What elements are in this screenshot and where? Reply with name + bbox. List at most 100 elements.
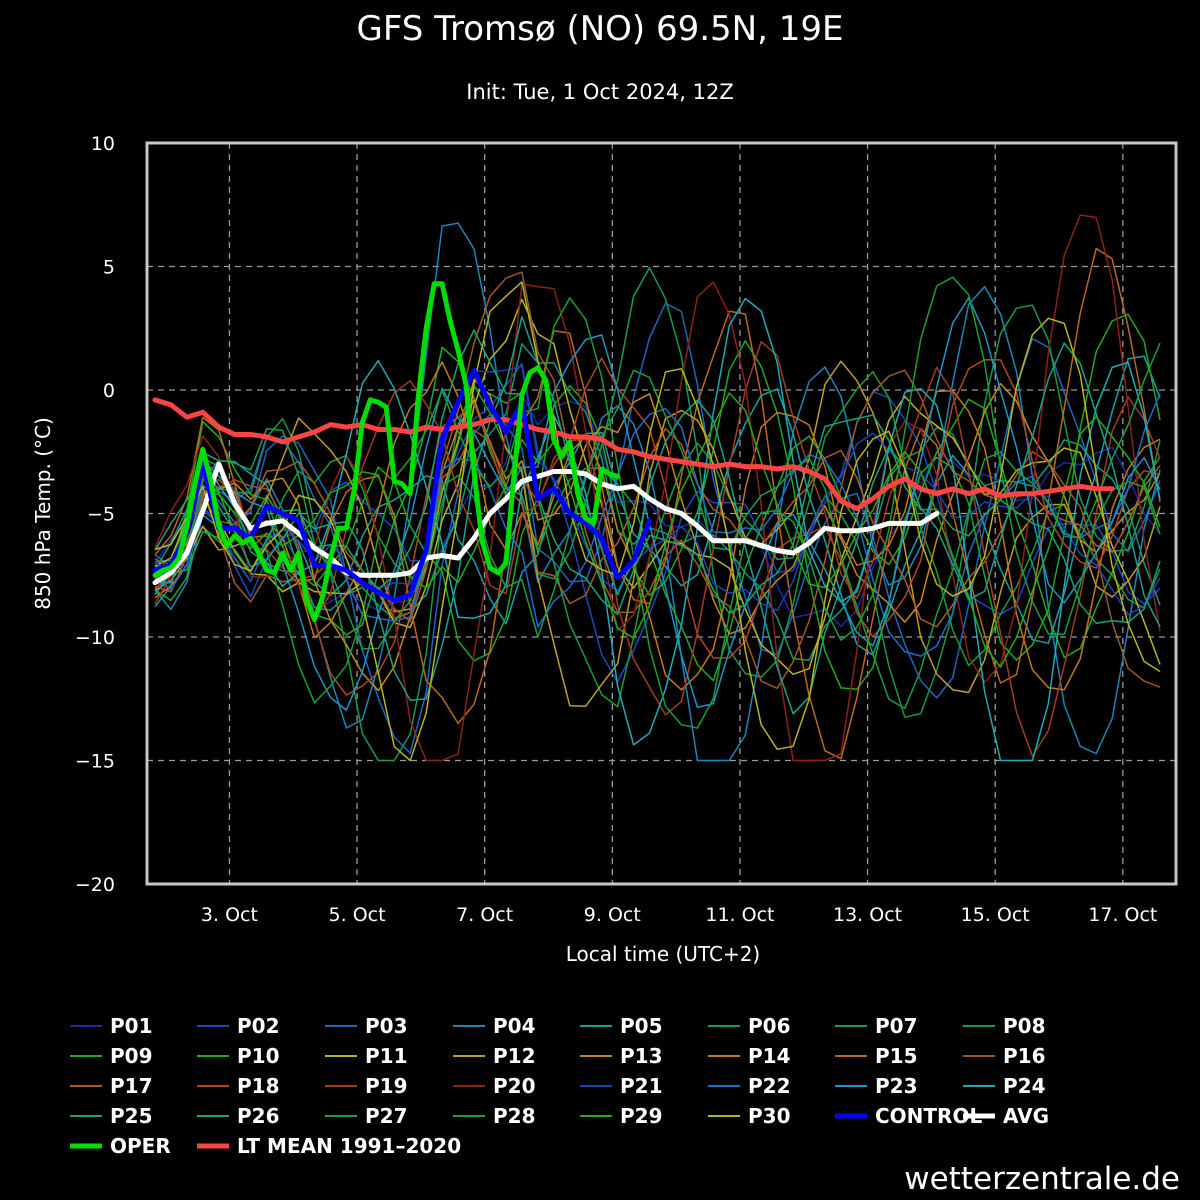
- legend-item: P20: [453, 1074, 536, 1098]
- legend-item: P26: [197, 1104, 280, 1128]
- legend-item: P22: [708, 1074, 791, 1098]
- series-line-control: [152, 367, 652, 603]
- plot-grid: [147, 143, 1176, 884]
- legend-item: P15: [835, 1044, 918, 1068]
- legend-item: P21: [580, 1074, 663, 1098]
- series-line-p12: [154, 360, 1161, 708]
- legend-item: P09: [70, 1044, 153, 1068]
- series-line-p01: [154, 393, 1161, 628]
- legend-label: P22: [748, 1074, 791, 1098]
- chart-subtitle: Init: Tue, 1 Oct 2024, 12Z: [466, 80, 733, 104]
- legend-label: P23: [875, 1074, 918, 1098]
- legend-item: P17: [70, 1074, 153, 1098]
- legend-item: P19: [325, 1074, 408, 1098]
- x-tick-label: 15. Oct: [961, 904, 1030, 926]
- legend-label: P02: [237, 1014, 280, 1038]
- legend-label: LT MEAN 1991–2020: [237, 1134, 461, 1158]
- x-tick-label: 13. Oct: [833, 904, 902, 926]
- legend-label: P24: [1003, 1074, 1046, 1098]
- y-tick-label: 0: [103, 380, 115, 402]
- legend-item: P29: [580, 1104, 663, 1128]
- series-line-p27: [154, 342, 1161, 710]
- legend-item: P07: [835, 1014, 918, 1038]
- legend-item: P25: [70, 1104, 153, 1128]
- legend-label: P27: [365, 1104, 408, 1128]
- y-tick-label: 5: [103, 257, 115, 279]
- series-line-p24: [154, 297, 1161, 762]
- legend-label: P13: [620, 1044, 663, 1068]
- legend-item: P05: [580, 1014, 663, 1038]
- legend-label: P29: [620, 1104, 663, 1128]
- legend-item: P04: [453, 1014, 536, 1038]
- ensemble-member-lines: [154, 214, 1161, 762]
- series-line-p14: [154, 361, 1161, 691]
- series-line-p30: [154, 281, 1161, 762]
- legend-label: P15: [875, 1044, 918, 1068]
- legend-label: P03: [365, 1014, 408, 1038]
- legend-item: P27: [325, 1104, 408, 1128]
- series-line-p23: [154, 297, 1161, 711]
- legend-label: AVG: [1003, 1104, 1049, 1128]
- legend-label: P28: [493, 1104, 536, 1128]
- legend-item: P02: [197, 1014, 280, 1038]
- legend-label: P14: [748, 1044, 791, 1068]
- legend-label: P18: [237, 1074, 280, 1098]
- legend-label: P01: [110, 1014, 153, 1038]
- legend-label: OPER: [110, 1134, 171, 1158]
- legend-item: P14: [708, 1044, 791, 1068]
- footer-source: wetterzentrale.de: [904, 1161, 1180, 1197]
- x-tick-label: 3. Oct: [201, 904, 258, 926]
- series-line-p07: [154, 371, 1161, 708]
- legend-item: P03: [325, 1014, 408, 1038]
- legend-item: P11: [325, 1044, 408, 1068]
- legend-label: P30: [748, 1104, 791, 1128]
- legend-item: P28: [453, 1104, 536, 1128]
- legend-label: P12: [493, 1044, 536, 1068]
- legend-item: P12: [453, 1044, 536, 1068]
- series-line-p20: [154, 214, 1161, 762]
- legend-item: P10: [197, 1044, 280, 1068]
- y-tick-label: −5: [87, 504, 115, 526]
- legend-item: P01: [70, 1014, 153, 1038]
- series-line-avg: [152, 461, 940, 586]
- legend-label: P05: [620, 1014, 663, 1038]
- legend-label: P06: [748, 1014, 791, 1038]
- x-axis-label: Local time (UTC+2): [566, 942, 760, 966]
- legend-label: P04: [493, 1014, 536, 1038]
- x-axis-ticks: 3. Oct 5. Oct 7. Oct 9. Oct 11. Oct 13. Oct 15…: [201, 904, 1157, 926]
- legend-label: P21: [620, 1074, 663, 1098]
- legend-item: P24: [963, 1074, 1046, 1098]
- legend-item: OPER: [70, 1134, 171, 1158]
- plot-frame: [145, 141, 1178, 886]
- series-line-p10: [154, 313, 1161, 691]
- y-tick-label: −15: [75, 751, 115, 773]
- legend: P01 P02 P03 P04 P05 P06 P07 P08 P09 P10 P11 P12 P13 P…: [70, 1014, 1049, 1158]
- x-tick-label: 17. Oct: [1088, 904, 1157, 926]
- legend-label: P09: [110, 1044, 153, 1068]
- legend-label: P11: [365, 1044, 408, 1068]
- legend-item: P23: [835, 1074, 918, 1098]
- x-tick-label: 9. Oct: [584, 904, 641, 926]
- legend-label: P16: [1003, 1044, 1046, 1068]
- y-tick-label: −20: [75, 874, 115, 896]
- chart-title: GFS Tromsø (NO) 69.5N, 19E: [357, 9, 844, 49]
- legend-label: P25: [110, 1104, 153, 1128]
- series-line-p25: [154, 316, 1161, 715]
- legend-item: P30: [708, 1104, 791, 1128]
- y-axis-label: 850 hPa Temp. (°C): [31, 417, 55, 610]
- legend-item: P08: [963, 1014, 1046, 1038]
- x-tick-label: 7. Oct: [456, 904, 513, 926]
- series-line-p17: [154, 427, 1161, 628]
- series-line-oper: [152, 281, 621, 623]
- legend-label: P17: [110, 1074, 153, 1098]
- legend-label: P07: [875, 1014, 918, 1038]
- series-line-lt-mean-1991-2020: [152, 397, 1115, 512]
- legend-item: AVG: [963, 1104, 1049, 1128]
- legend-item: P13: [580, 1044, 663, 1068]
- emphasized-series-lines: [152, 281, 1115, 623]
- legend-item: P18: [197, 1074, 280, 1098]
- x-tick-label: 5. Oct: [329, 904, 386, 926]
- legend-label: P19: [365, 1074, 408, 1098]
- legend-label: P20: [493, 1074, 536, 1098]
